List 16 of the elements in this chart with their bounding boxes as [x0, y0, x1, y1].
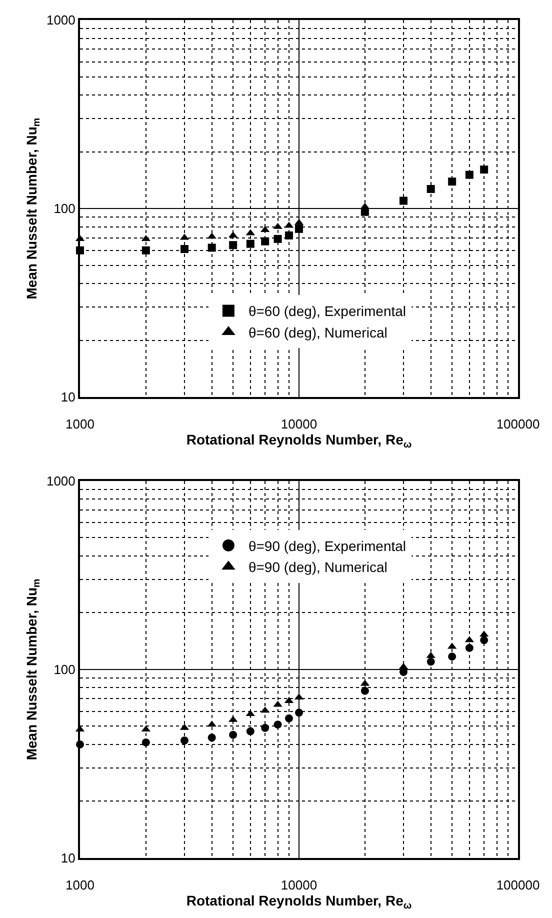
- y-tick-label: 10: [60, 850, 76, 866]
- legend-label: θ=60 (deg), Experimental: [248, 303, 406, 320]
- y-tick-label: 10: [60, 390, 76, 405]
- y-tick-label: 100: [54, 662, 76, 677]
- x-tick-label: 100000: [496, 878, 540, 893]
- legend-label: θ=60 (deg), Numerical: [248, 324, 388, 340]
- x-tick-label: 10000: [280, 416, 318, 432]
- y-tick-label: 1000: [46, 12, 76, 28]
- legend-label: θ=90 (deg), Experimental: [248, 538, 406, 554]
- x-axis-title: Rotational Reynolds Number, Re$_{ω}$: [186, 892, 412, 912]
- legend-label: θ=90 (deg), Numerical: [248, 559, 388, 576]
- x-tick-label: 100000: [496, 416, 540, 432]
- y-tick-label: 100: [54, 201, 76, 216]
- x-tick-label: 10000: [280, 878, 318, 893]
- y-tick-label: 1000: [46, 473, 76, 488]
- x-axis-title: Rotational Reynolds Number, Re$_{ω}$: [186, 432, 412, 451]
